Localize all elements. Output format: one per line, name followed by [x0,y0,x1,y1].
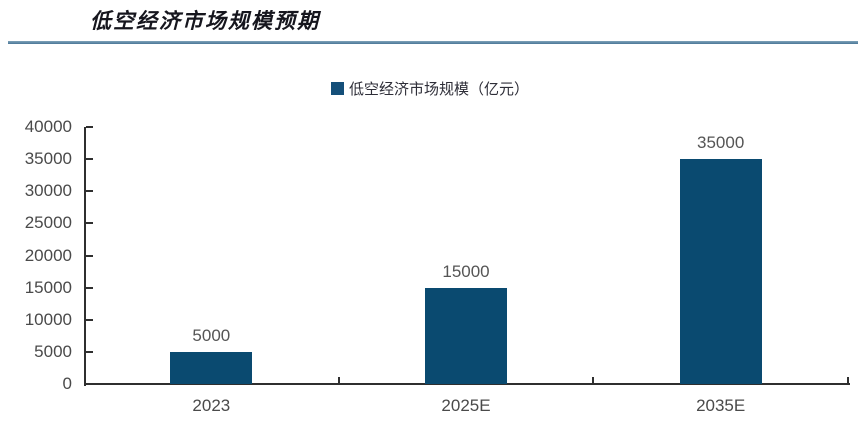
y-tick-label: 40000 [24,117,72,136]
legend: 低空经济市场规模（亿元） [0,78,860,99]
y-tick [86,254,93,257]
y-tick [86,158,93,161]
x-category-label: 2023 [192,396,231,415]
x-tick [337,377,340,384]
bar-value-label: 35000 [697,133,745,153]
y-tick-label: 15000 [24,277,72,297]
y-tick [86,190,93,193]
bar-value-label: 15000 [442,261,490,281]
y-tick [86,286,93,289]
x-tick [847,377,849,384]
bar [425,287,507,384]
y-axis [84,127,86,386]
y-tick [86,318,93,321]
y-tick-label: 0 [62,374,72,393]
y-tick-label: 35000 [24,149,72,169]
y-tick-label: 5000 [34,341,72,361]
x-category-label: 2025E [441,396,491,415]
x-axis [84,383,850,385]
y-tick [86,350,93,353]
x-category-label: 2035E [696,396,746,415]
legend-swatch-icon [330,82,344,95]
chart-title: 低空经济市场规模预期 [90,8,320,33]
y-tick-label: 25000 [24,213,72,233]
bar [679,159,762,384]
title-rule [8,41,858,44]
bar-value-label: 5000 [192,325,231,345]
y-tick [86,222,93,225]
y-tick [86,126,93,128]
y-tick-label: 10000 [24,309,72,329]
y-tick-label: 20000 [24,245,72,265]
y-tick-label: 30000 [24,181,72,201]
legend-label: 低空经济市场规模（亿元） [348,80,529,98]
bar [170,351,253,384]
x-tick [592,377,595,384]
